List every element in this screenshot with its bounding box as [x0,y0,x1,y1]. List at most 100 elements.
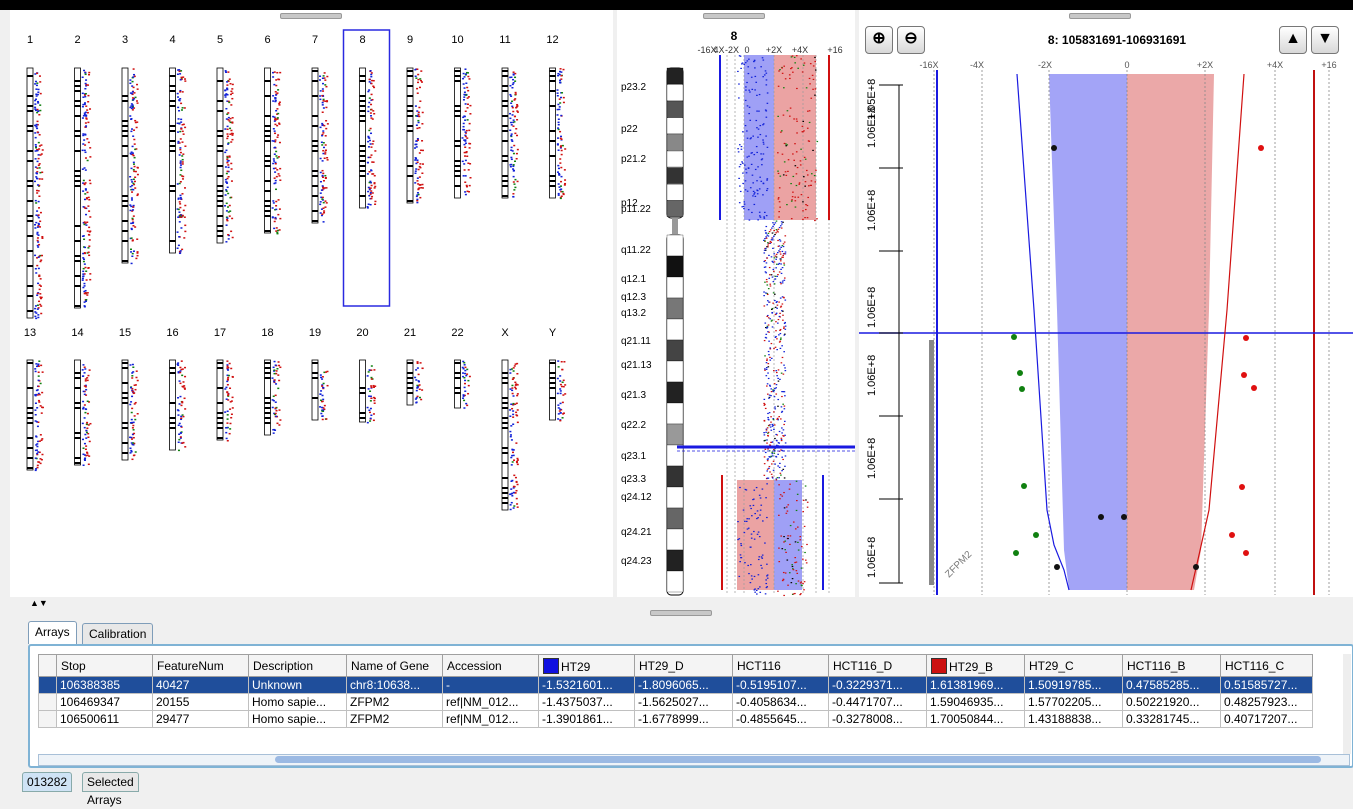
table-cell[interactable]: -0.4058634... [732,693,829,711]
table-cell[interactable]: ref|NM_012... [442,693,539,711]
table-cell[interactable]: 1.61381969... [926,676,1025,694]
column-header-ht29_c[interactable]: HT29_C [1024,654,1123,677]
table-cell[interactable]: -0.4471707... [828,693,927,711]
chromosome-X [501,359,519,511]
column-label: HCT116 [737,658,781,673]
table-cell[interactable]: Unknown [248,676,347,694]
loss-region [744,55,774,220]
table-cell[interactable]: -0.3278008... [828,710,927,728]
column-label: Description [253,658,314,673]
table-row[interactable]: 106500611 29477 Homo sapie... ZFPM2 ref|NM_0… [38,710,1313,728]
bottom-splitter-grip[interactable] [650,610,712,616]
y-tick-label: 1.06E+8 [866,107,878,148]
ideogram [406,67,414,204]
table-cell[interactable]: -1.3901861... [538,710,635,728]
table-cell[interactable]: -1.5321601... [538,676,635,694]
table-cell[interactable]: Homo sapie... [248,710,347,728]
table-cell[interactable]: 1.50919785... [1024,676,1123,694]
table-cell[interactable]: 0.48257923... [1220,693,1313,711]
tab-013282[interactable]: 013282 [22,772,73,792]
column-header-hct116[interactable]: HCT116 [732,654,829,677]
column-header-stop[interactable]: Stop [56,654,153,677]
horizontal-scrollbar[interactable] [38,754,1350,766]
band-label: q23.1 [621,451,646,462]
column-header-description[interactable]: Description [248,654,347,677]
chromosome-label-20: 20 [356,327,368,339]
table-cell[interactable]: 0.40717207... [1220,710,1313,728]
table-cell[interactable]: 0.33281745... [1122,710,1221,728]
y-tick-label: 1.06E+8 [866,438,878,479]
splitter-arrows[interactable]: ▲▼ [30,598,48,608]
scroll-up-button[interactable]: ▲ [1279,26,1307,54]
chromosome-label-8: 8 [359,34,365,46]
column-header-name-of-gene[interactable]: Name of Gene [346,654,443,677]
table-row[interactable]: 106388385 40427 Unknown chr8:10638... - -1.53… [38,676,1313,694]
row-header[interactable] [38,693,57,711]
table-cell[interactable]: -1.8096065... [634,676,733,694]
column-header-ht29[interactable]: HT29 [538,654,635,677]
scale-label: -4X [970,60,984,70]
column-header-hct116_d[interactable]: HCT116_D [828,654,927,677]
column-header-hct116_b[interactable]: HCT116_B [1122,654,1221,677]
column-header-ht29_d[interactable]: HT29_D [634,654,733,677]
table-row[interactable]: 106469347 20155 Homo sapie... ZFPM2 ref|NM_0… [38,693,1313,711]
table-cell[interactable]: -0.3229371... [828,676,927,694]
table-cell[interactable]: -1.4375037... [538,693,635,711]
chromosome-view-pane[interactable]: 8 -16X 4X -2X 0 +2X +4X +16 p23.2 p22 p21.2 p12 p11.… [617,10,855,597]
zoom-in-button[interactable]: ⊕ [865,26,893,54]
table-cell[interactable]: -0.5195107... [732,676,829,694]
column-header-featurenum[interactable]: FeatureNum [152,654,249,677]
gene-plot[interactable]: 8: 105831691-106931691 -16X -4X -2X 0 +2X +4X +… [859,10,1353,597]
table-cell[interactable]: ZFPM2 [346,693,443,711]
column-header-hct116_c[interactable]: HCT116_C [1220,654,1313,677]
row-header[interactable] [38,710,57,728]
zoom-out-button[interactable]: ⊖ [897,26,925,54]
table-cell[interactable]: 1.57702205... [1024,693,1123,711]
data-point [1013,550,1019,556]
series-color-swatch [543,657,559,674]
tab-arrays[interactable]: Arrays [28,621,77,644]
table-cell[interactable]: 106500611 [56,710,153,728]
gain-band [1127,74,1214,590]
scroll-down-button[interactable]: ▼ [1311,26,1339,54]
pane-resize-grip[interactable] [703,13,765,19]
table-cell[interactable]: 1.59046935... [926,693,1025,711]
chromosome-label-22: 22 [451,327,463,339]
column-header-ht29_b[interactable]: HT29_B [926,654,1025,677]
table-cell[interactable]: 106388385 [56,676,153,694]
table-cell[interactable]: 20155 [152,693,249,711]
table-cell[interactable]: 0.47585285... [1122,676,1221,694]
ideogram [169,67,176,254]
chromosome-20 [359,359,377,424]
table-cell[interactable]: ZFPM2 [346,710,443,728]
table-cell[interactable]: 1.43188838... [1024,710,1123,728]
table-cell[interactable]: -1.5625027... [634,693,733,711]
pane-resize-grip[interactable] [1069,13,1131,19]
table-cell[interactable]: 0.51585727... [1220,676,1313,694]
table-cell[interactable]: 29477 [152,710,249,728]
ideogram [169,359,176,451]
horizontal-scroll-thumb[interactable] [275,756,1321,763]
table-cell[interactable]: 1.70050844... [926,710,1025,728]
y-tick-label: 1.06E+8 [866,355,878,396]
table-cell[interactable]: 40427 [152,676,249,694]
table-cell[interactable]: -0.4855645... [732,710,829,728]
table-cell[interactable]: ref|NM_012... [442,710,539,728]
vertical-scrollbar[interactable] [1343,654,1351,754]
tab-selected-arrays[interactable]: Selected Arrays [82,772,139,807]
table-cell[interactable]: chr8:10638... [346,676,443,694]
genome-overview-pane[interactable]: 1 2 3 4 5 6 7 8 9 10 11 12 13 14 15 16 17 18 19 20 21 22 X Y [10,10,613,597]
table-cell[interactable]: 0.50221920... [1122,693,1221,711]
table-cell[interactable]: - [442,676,539,694]
chromosome-6 [264,67,282,235]
table-cell[interactable]: -1.6778999... [634,710,733,728]
gene-view-pane[interactable]: 8: 105831691-106931691 -16X -4X -2X 0 +2X +4X +… [859,10,1353,597]
table-cell[interactable]: Homo sapie... [248,693,347,711]
table-cell[interactable]: 106469347 [56,693,153,711]
row-header[interactable] [38,676,57,694]
pane-resize-grip[interactable] [280,13,342,19]
tab-calibration-arrays[interactable]: Calibration Arrays [82,623,154,661]
column-header-accession[interactable]: Accession [442,654,539,677]
